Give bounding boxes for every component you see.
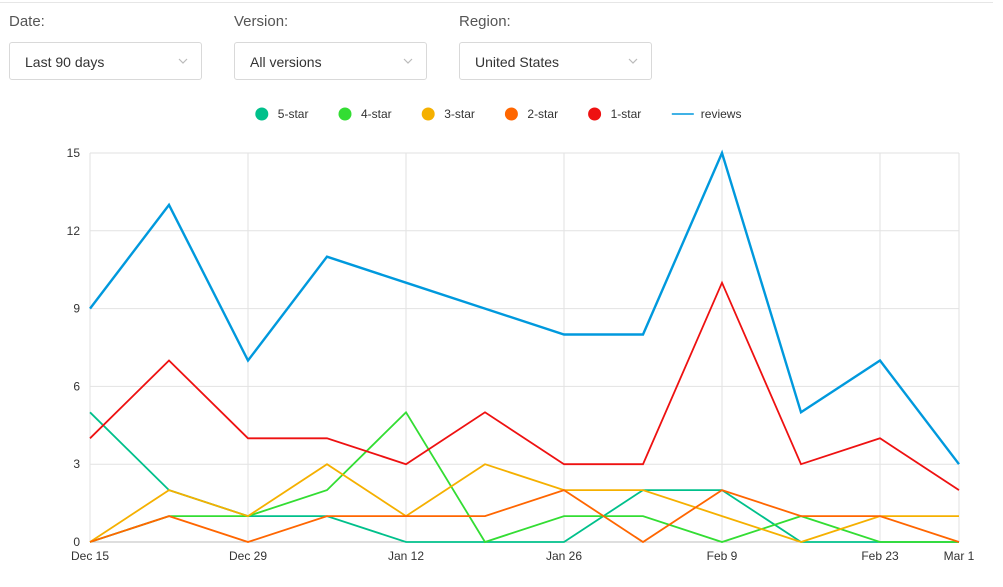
legend-swatch-3-star [421,107,435,121]
y-tick-label: 3 [73,457,80,471]
y-tick-label: 6 [73,379,80,393]
x-tick-label: Jan 12 [388,549,424,563]
date-select[interactable]: Last 90 days [9,42,202,80]
chevron-down-icon [628,58,638,64]
y-tick-label: 12 [67,224,81,238]
legend-swatch-2-star [504,107,518,121]
legend-label-reviews: reviews [701,107,742,121]
region-select[interactable]: United States [459,42,652,80]
legend-label-5-star: 5-star [278,107,309,121]
legend-swatch-1-star [588,107,602,121]
x-tick-label: Jan 26 [546,549,582,563]
legend-label-3-star: 3-star [444,107,475,121]
series-line-reviews [89,149,960,465]
legend-swatch-4-star [338,107,352,121]
region-select-value: United States [475,54,560,70]
x-tick-label: Dec 15 [71,549,109,563]
date-filter: Date: Last 90 days [9,12,202,80]
legend-swatch-5-star [255,107,269,121]
x-tick-label: Feb 9 [707,549,738,563]
chevron-down-icon [403,58,413,64]
x-tick-label: Feb 23 [861,549,899,563]
top-divider [0,2,993,3]
y-tick-label: 9 [73,302,80,316]
legend-label-4-star: 4-star [361,107,392,121]
version-filter: Version: All versions [234,12,427,80]
version-select-value: All versions [250,54,322,70]
series-line-2-star [89,489,960,544]
legend-label-1-star: 1-star [611,107,642,121]
version-filter-label: Version: [234,13,289,30]
x-tick-label: Dec 29 [229,549,267,563]
y-tick-label: 15 [67,146,81,160]
version-select[interactable]: All versions [234,42,427,80]
region-filter-label: Region: [459,13,511,30]
y-tick-label: 0 [73,535,80,549]
series-line-1-star [89,280,960,491]
x-tick-label: Mar 1 [944,549,975,563]
legend-label-2-star: 2-star [527,107,558,121]
series-line-3-star [89,463,959,543]
date-filter-label: Date: [9,13,45,30]
region-filter: Region: United States [459,12,652,80]
date-select-value: Last 90 days [25,54,105,70]
series-line-4-star [89,410,959,544]
chevron-down-icon [178,58,188,64]
